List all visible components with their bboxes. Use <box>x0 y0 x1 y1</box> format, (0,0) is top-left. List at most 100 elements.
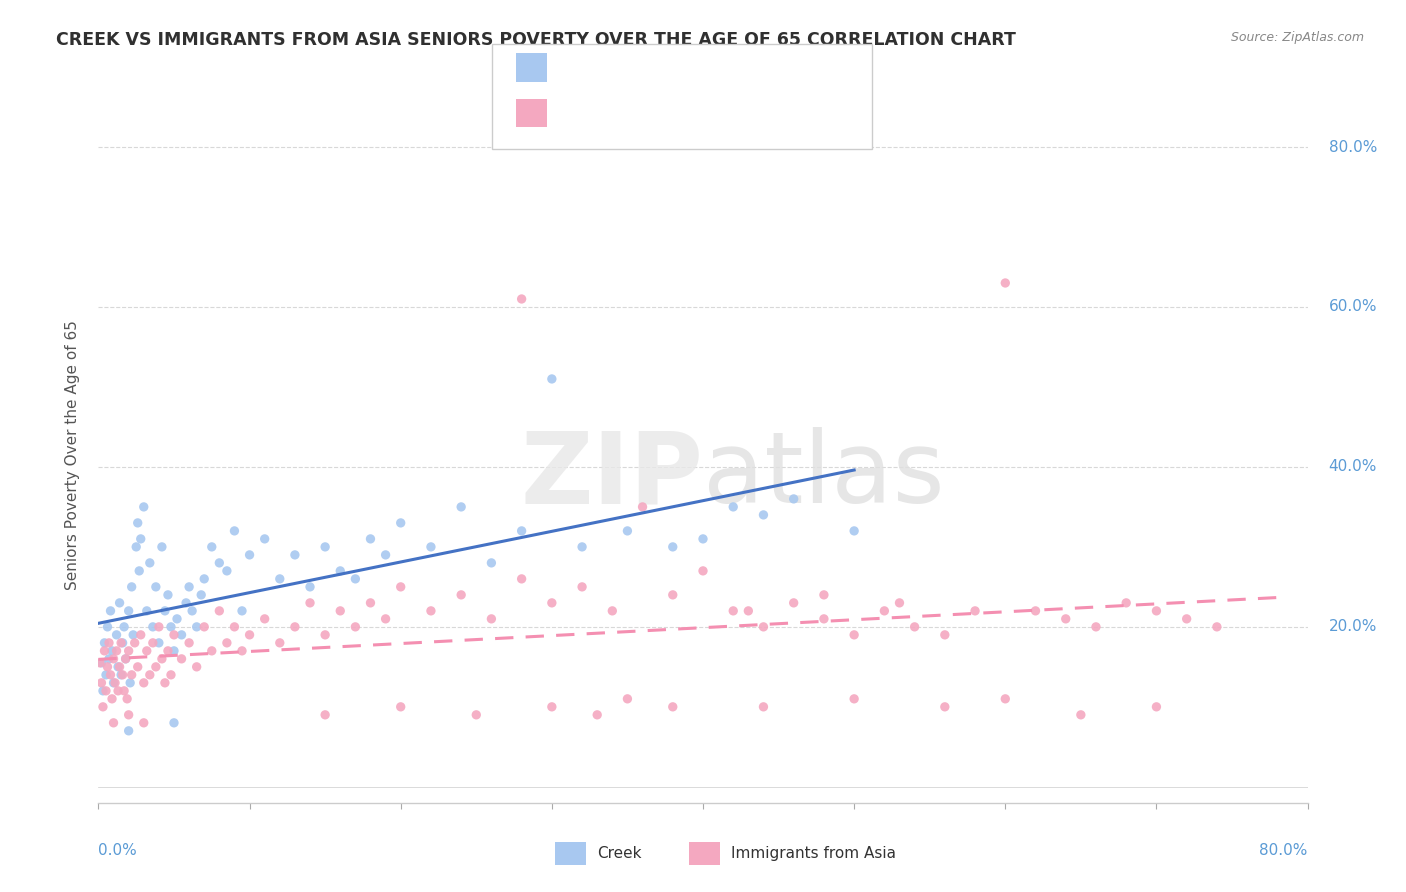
Point <box>89 656 111 670</box>
Point <box>101 691 124 706</box>
Point <box>965 604 987 618</box>
Point <box>163 644 186 658</box>
Point <box>224 524 246 538</box>
Point <box>284 548 307 562</box>
Point <box>269 572 291 586</box>
Point <box>571 580 593 594</box>
Point <box>661 540 683 554</box>
Point <box>934 699 956 714</box>
Point <box>752 699 775 714</box>
Point <box>125 540 148 554</box>
Point <box>692 564 714 578</box>
Text: 80.0%: 80.0% <box>1260 843 1308 858</box>
Text: 40.0%: 40.0% <box>1329 459 1376 475</box>
Point <box>201 540 224 554</box>
Point <box>105 644 128 658</box>
Point <box>127 516 149 530</box>
Point <box>181 604 204 618</box>
Point <box>481 556 503 570</box>
Point <box>111 636 134 650</box>
Point <box>193 620 215 634</box>
Point <box>160 668 183 682</box>
Text: ZIP: ZIP <box>520 427 703 524</box>
Point <box>389 516 412 530</box>
Point <box>135 604 157 618</box>
Point <box>127 660 149 674</box>
Point <box>193 572 215 586</box>
Point <box>224 620 246 634</box>
Point <box>132 500 155 514</box>
Point <box>98 636 121 650</box>
Point <box>160 620 183 634</box>
Point <box>124 636 146 650</box>
Text: 80.0%: 80.0% <box>1329 139 1376 154</box>
Point <box>389 699 412 714</box>
Point <box>374 548 396 562</box>
Point <box>166 612 188 626</box>
Point <box>540 372 562 386</box>
Point <box>540 699 562 714</box>
Point <box>96 660 118 674</box>
Point <box>873 604 896 618</box>
Point <box>132 676 155 690</box>
Point <box>299 580 322 594</box>
Point <box>329 564 352 578</box>
Point <box>360 532 382 546</box>
Text: atlas: atlas <box>703 427 945 524</box>
Point <box>142 620 165 634</box>
Point <box>269 636 291 650</box>
Point <box>1206 620 1229 634</box>
Point <box>994 691 1017 706</box>
Point <box>129 628 152 642</box>
Point <box>510 524 533 538</box>
Point <box>135 644 157 658</box>
Point <box>107 683 129 698</box>
Point <box>314 707 336 722</box>
Point <box>737 604 759 618</box>
Point <box>344 572 367 586</box>
Point <box>91 699 114 714</box>
Point <box>844 691 866 706</box>
Point <box>692 532 714 546</box>
Point <box>510 292 533 306</box>
Point <box>844 628 866 642</box>
Point <box>91 683 114 698</box>
Point <box>177 580 201 594</box>
Point <box>329 604 352 618</box>
Point <box>208 556 231 570</box>
Point <box>112 683 135 698</box>
Point <box>145 660 167 674</box>
Point <box>122 628 145 642</box>
Point <box>94 683 117 698</box>
Point <box>90 656 112 670</box>
Point <box>121 580 143 594</box>
Point <box>121 668 143 682</box>
Point <box>118 644 141 658</box>
Point <box>450 588 472 602</box>
Point <box>752 508 775 522</box>
Point <box>90 676 112 690</box>
Point <box>139 668 162 682</box>
Text: 74: 74 <box>682 60 703 75</box>
Point <box>111 668 134 682</box>
Point <box>98 652 121 666</box>
Point <box>813 588 835 602</box>
Point <box>374 612 396 626</box>
Point <box>904 620 927 634</box>
Point <box>104 676 127 690</box>
Point <box>186 620 208 634</box>
Point <box>721 604 744 618</box>
Point <box>1024 604 1046 618</box>
Point <box>299 596 322 610</box>
Point <box>465 707 488 722</box>
Point <box>108 660 131 674</box>
Point <box>139 556 162 570</box>
Point <box>163 628 186 642</box>
Point <box>112 620 135 634</box>
Point <box>153 604 176 618</box>
Text: 0.0%: 0.0% <box>98 843 138 858</box>
Point <box>360 596 382 610</box>
Text: 0.403: 0.403 <box>598 60 645 75</box>
Point <box>103 652 125 666</box>
Point <box>115 691 138 706</box>
